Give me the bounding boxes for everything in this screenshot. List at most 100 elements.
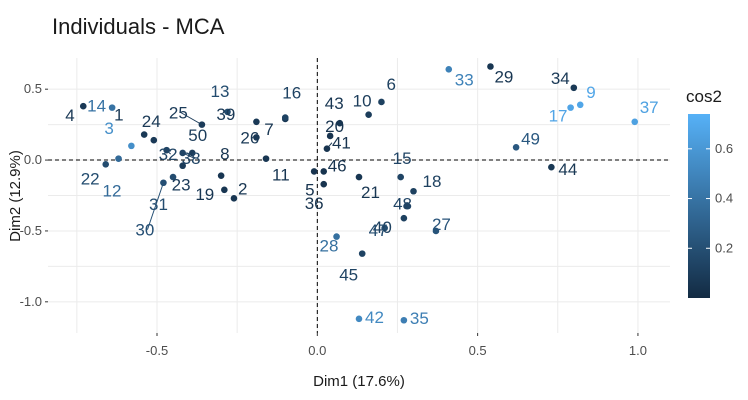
point-21 bbox=[355, 173, 363, 181]
point-label-46: 46 bbox=[328, 156, 347, 175]
legend-ticks: 0.2 0.4 0.6 bbox=[688, 141, 733, 255]
point-label-44: 44 bbox=[558, 160, 577, 179]
point-34 bbox=[570, 84, 578, 92]
point-label-49: 49 bbox=[521, 129, 540, 148]
point-label-40: 40 bbox=[373, 218, 392, 237]
point-12 bbox=[115, 155, 122, 162]
point-label-10: 10 bbox=[353, 92, 372, 111]
point-20 bbox=[326, 132, 334, 140]
point-label-34: 34 bbox=[551, 69, 570, 88]
legend-colorbar bbox=[688, 114, 710, 298]
point-label-11: 11 bbox=[272, 166, 290, 185]
point-label-25: 25 bbox=[169, 104, 188, 123]
point-label-24: 24 bbox=[142, 112, 161, 131]
point-label-4: 4 bbox=[65, 106, 74, 125]
point-label-17: 17 bbox=[549, 107, 568, 126]
point-9 bbox=[576, 101, 584, 109]
point-label-16: 16 bbox=[282, 84, 301, 103]
point-45 bbox=[358, 250, 366, 257]
point-14 bbox=[108, 104, 116, 111]
point-label-36: 36 bbox=[305, 194, 324, 213]
point-label-26: 26 bbox=[240, 128, 259, 147]
y-tick-label: -1.0 bbox=[20, 294, 42, 309]
point-16 bbox=[281, 114, 289, 121]
point-46 bbox=[320, 168, 328, 175]
point-label-21: 21 bbox=[361, 183, 380, 202]
point-33 bbox=[445, 66, 453, 73]
point-label-29: 29 bbox=[494, 68, 513, 87]
point-label-45: 45 bbox=[339, 266, 358, 285]
point-32 bbox=[163, 146, 170, 154]
point-29 bbox=[487, 63, 494, 70]
point-2 bbox=[230, 195, 238, 202]
legend-tick-label: 0.4 bbox=[715, 191, 733, 206]
point-label-31: 31 bbox=[149, 195, 168, 214]
point-label-8: 8 bbox=[220, 145, 229, 164]
point-label-1: 1 bbox=[114, 106, 123, 125]
point-1 bbox=[140, 131, 148, 138]
point-label-9: 9 bbox=[586, 83, 595, 102]
point-label-43: 43 bbox=[325, 94, 344, 113]
chart-title: Individuals - MCA bbox=[52, 14, 225, 39]
point-3 bbox=[128, 142, 135, 150]
point-18 bbox=[410, 187, 417, 195]
point-39 bbox=[253, 118, 260, 126]
point-label-14: 14 bbox=[87, 97, 106, 116]
point-label-33: 33 bbox=[455, 70, 474, 89]
point-50 bbox=[188, 149, 196, 157]
point-label-6: 6 bbox=[386, 75, 395, 94]
point-label-18: 18 bbox=[423, 172, 442, 191]
point-label-27: 27 bbox=[432, 215, 451, 234]
point-label-23: 23 bbox=[172, 176, 191, 195]
point-label-19: 19 bbox=[195, 185, 214, 204]
point-43 bbox=[336, 119, 344, 127]
y-axis-title: Dim2 (12.9%) bbox=[7, 150, 24, 242]
point-label-13: 13 bbox=[211, 82, 230, 101]
y-tick-label: 0.0 bbox=[24, 152, 42, 167]
point-13 bbox=[224, 108, 231, 116]
point-23 bbox=[179, 162, 186, 170]
point-8 bbox=[217, 172, 225, 179]
point-label-39: 39 bbox=[216, 105, 235, 124]
point-35 bbox=[400, 316, 408, 324]
point-label-12: 12 bbox=[103, 182, 122, 201]
point-30 bbox=[160, 179, 167, 187]
cos2-legend: cos2 0.2 0.4 0.6 bbox=[686, 87, 733, 298]
point-37 bbox=[631, 118, 639, 126]
point-label-20: 20 bbox=[325, 117, 344, 136]
x-tick-label: 0.0 bbox=[308, 343, 326, 358]
legend-tick-label: 0.2 bbox=[715, 240, 733, 255]
point-41 bbox=[323, 145, 331, 153]
y-tick-label: 0.5 bbox=[24, 81, 42, 96]
legend-title: cos2 bbox=[686, 87, 722, 106]
point-44 bbox=[548, 163, 555, 171]
reference-lines bbox=[48, 58, 670, 333]
point-49 bbox=[512, 144, 520, 151]
point-47 bbox=[381, 224, 388, 232]
point-26 bbox=[253, 134, 260, 141]
point-5 bbox=[310, 168, 318, 175]
data-points bbox=[79, 63, 639, 324]
point-25 bbox=[198, 121, 206, 128]
point-38 bbox=[179, 149, 186, 157]
point-36 bbox=[320, 180, 328, 188]
point-24 bbox=[150, 136, 158, 144]
point-label-30: 30 bbox=[135, 221, 154, 240]
leader-line-30 bbox=[146, 182, 164, 230]
point-label-3: 3 bbox=[104, 119, 113, 138]
x-axis-ticks: -0.5 0.0 0.5 1.0 bbox=[146, 333, 647, 358]
y-axis-ticks: 0.5 0.0 -0.5 -1.0 bbox=[20, 81, 48, 309]
point-label-7: 7 bbox=[264, 120, 273, 139]
point-15 bbox=[397, 173, 404, 181]
y-tick-label: -0.5 bbox=[20, 223, 42, 238]
point-31 bbox=[169, 173, 177, 181]
point-label-37: 37 bbox=[640, 98, 659, 117]
leader-line-25 bbox=[180, 112, 203, 126]
point-label-22: 22 bbox=[81, 169, 100, 188]
point-label-42: 42 bbox=[365, 308, 384, 327]
point-label-2: 2 bbox=[238, 179, 247, 198]
x-axis-title: Dim1 (17.6%) bbox=[313, 373, 405, 390]
point-label-38: 38 bbox=[182, 149, 201, 168]
